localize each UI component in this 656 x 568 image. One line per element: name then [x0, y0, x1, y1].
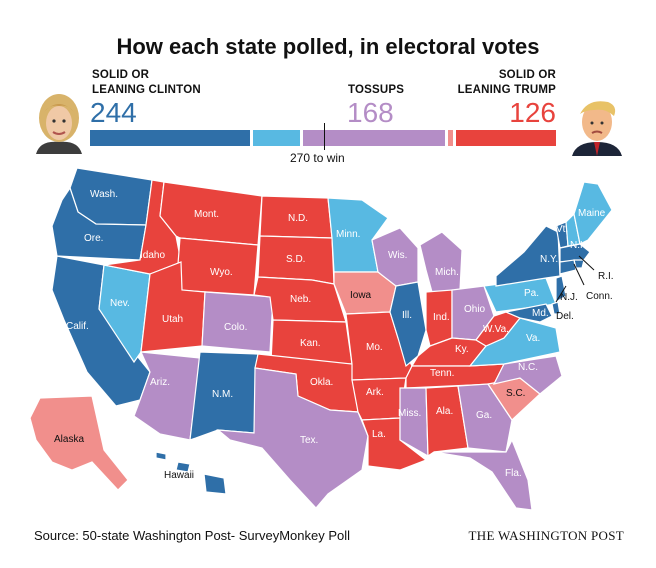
clinton-label-line2: LEANING CLINTON	[92, 84, 201, 96]
state-label-fla: Fla.	[505, 468, 522, 479]
state-label-wis: Wis.	[388, 250, 407, 261]
state-shape-hawaii	[155, 451, 227, 495]
state-label-mo: Mo.	[366, 342, 383, 353]
state-shape-colo	[201, 291, 274, 353]
state-label-la: La.	[372, 429, 386, 440]
conn-leader-line	[573, 263, 585, 286]
state-label-ariz: Ariz.	[150, 377, 170, 388]
state-label-wash: Wash.	[90, 189, 118, 200]
state-label-colo: Colo.	[224, 322, 247, 333]
state-label-wyo: Wyo.	[210, 267, 233, 278]
threshold-marker	[323, 123, 325, 150]
source-note: Source: 50-state Washington Post- Survey…	[34, 528, 350, 543]
state-label-ala: Ala.	[436, 406, 453, 417]
trump-label-line2: LEANING TRUMP	[457, 84, 556, 96]
state-label-idaho: Idaho	[140, 250, 165, 261]
state-label-vt: Vt.	[556, 224, 568, 235]
state-label-mass: Mass.	[588, 254, 615, 265]
state-label-mich: Mich.	[435, 267, 459, 278]
state-label-hawaii: Hawaii	[164, 470, 194, 481]
state-shape-ill	[389, 281, 427, 368]
state-label-n-j: N.J.	[560, 292, 578, 303]
state-label-va: Va.	[526, 333, 540, 344]
state-label-ill: Ill.	[402, 310, 412, 321]
state-shape-md	[503, 303, 553, 323]
map-title: How each state polled, in electoral vote…	[116, 34, 540, 59]
state-shape-fla	[433, 438, 533, 511]
state-label-tenn: Tenn.	[430, 368, 454, 379]
state-label-kan: Kan.	[300, 338, 321, 349]
state-label-conn: Conn.	[586, 291, 613, 302]
state-label-utah: Utah	[162, 314, 183, 325]
trump-portrait-icon	[572, 101, 622, 156]
state-shape-mich	[419, 231, 463, 293]
state-label-n-h: N.H.	[570, 240, 590, 251]
state-label-n-c: N.C.	[518, 362, 538, 373]
state-label-r-i: R.I.	[598, 271, 614, 282]
bar-segment-leaning-trump	[448, 130, 454, 146]
state-shape-n-j	[555, 275, 567, 304]
state-shape-miss	[399, 387, 429, 458]
state-label-n-m: N.M.	[212, 389, 233, 400]
threshold-label: 270 to win	[290, 151, 345, 165]
state-shape-mass	[559, 243, 591, 263]
state-shape-conn	[559, 259, 577, 275]
state-shape-ga	[457, 383, 513, 453]
state-label-ga: Ga.	[476, 410, 492, 421]
trump-votes: 126	[509, 97, 556, 128]
bar-segment-solid-trump	[456, 130, 556, 146]
state-label-calif: Calif.	[66, 321, 89, 332]
state-label-n-d: N.D.	[288, 213, 308, 224]
state-shape-del	[551, 301, 561, 315]
state-label-ore: Ore.	[84, 233, 103, 244]
bar-segment-tossup	[302, 130, 446, 146]
state-label-ind: Ind.	[433, 312, 450, 323]
tossup-votes: 168	[347, 97, 394, 128]
bar-segment-leaning-clinton	[252, 130, 300, 146]
ri-leader-line	[578, 255, 595, 271]
state-label-ark: Ark.	[366, 387, 384, 398]
state-label-md: Md.	[532, 308, 549, 319]
clinton-portrait-icon	[36, 94, 82, 154]
trump-label: SOLID OR LEANING TRUMP	[454, 68, 556, 98]
state-shape-alaska	[29, 395, 129, 491]
state-label-pa: Pa.	[524, 288, 539, 299]
de-leader-line	[555, 285, 567, 303]
tossup-label: TOSSUPS	[348, 84, 405, 96]
state-shape-tex	[216, 367, 369, 509]
state-label-maine: Maine	[578, 208, 606, 219]
state-label-ohio: Ohio	[464, 304, 486, 315]
state-label-w-va: W.Va.	[483, 324, 509, 335]
state-shape-n-y	[495, 225, 561, 287]
state-label-miss: Miss.	[398, 408, 421, 419]
state-label-minn: Minn.	[336, 229, 360, 240]
state-shape-ala	[425, 385, 469, 458]
state-label-mont: Mont.	[194, 209, 219, 220]
state-label-s-d: S.D.	[286, 254, 305, 265]
state-label-iowa: Iowa	[350, 290, 372, 301]
clinton-label: SOLID OR LEANING CLINTON	[92, 68, 201, 98]
state-label-del: Del.	[556, 311, 574, 322]
state-label-nev: Nev.	[110, 298, 130, 309]
bar-segment-solid-clinton	[90, 130, 250, 146]
trump-label-line1: SOLID OR	[498, 69, 556, 81]
state-label-neb: Neb.	[290, 294, 311, 305]
state-label-n-y: N.Y.	[540, 254, 558, 265]
clinton-votes: 244	[90, 97, 137, 128]
state-label-alaska: Alaska	[54, 434, 84, 445]
electoral-vote-bar	[90, 130, 556, 146]
state-label-ky: Ky.	[455, 344, 469, 355]
publisher-credit: THE WASHINGTON POST	[468, 528, 624, 543]
clinton-label-line1: SOLID OR	[92, 69, 150, 81]
state-label-tex: Tex.	[300, 435, 318, 446]
state-label-okla: Okla.	[310, 377, 333, 388]
state-label-s-c: S.C.	[506, 388, 525, 399]
